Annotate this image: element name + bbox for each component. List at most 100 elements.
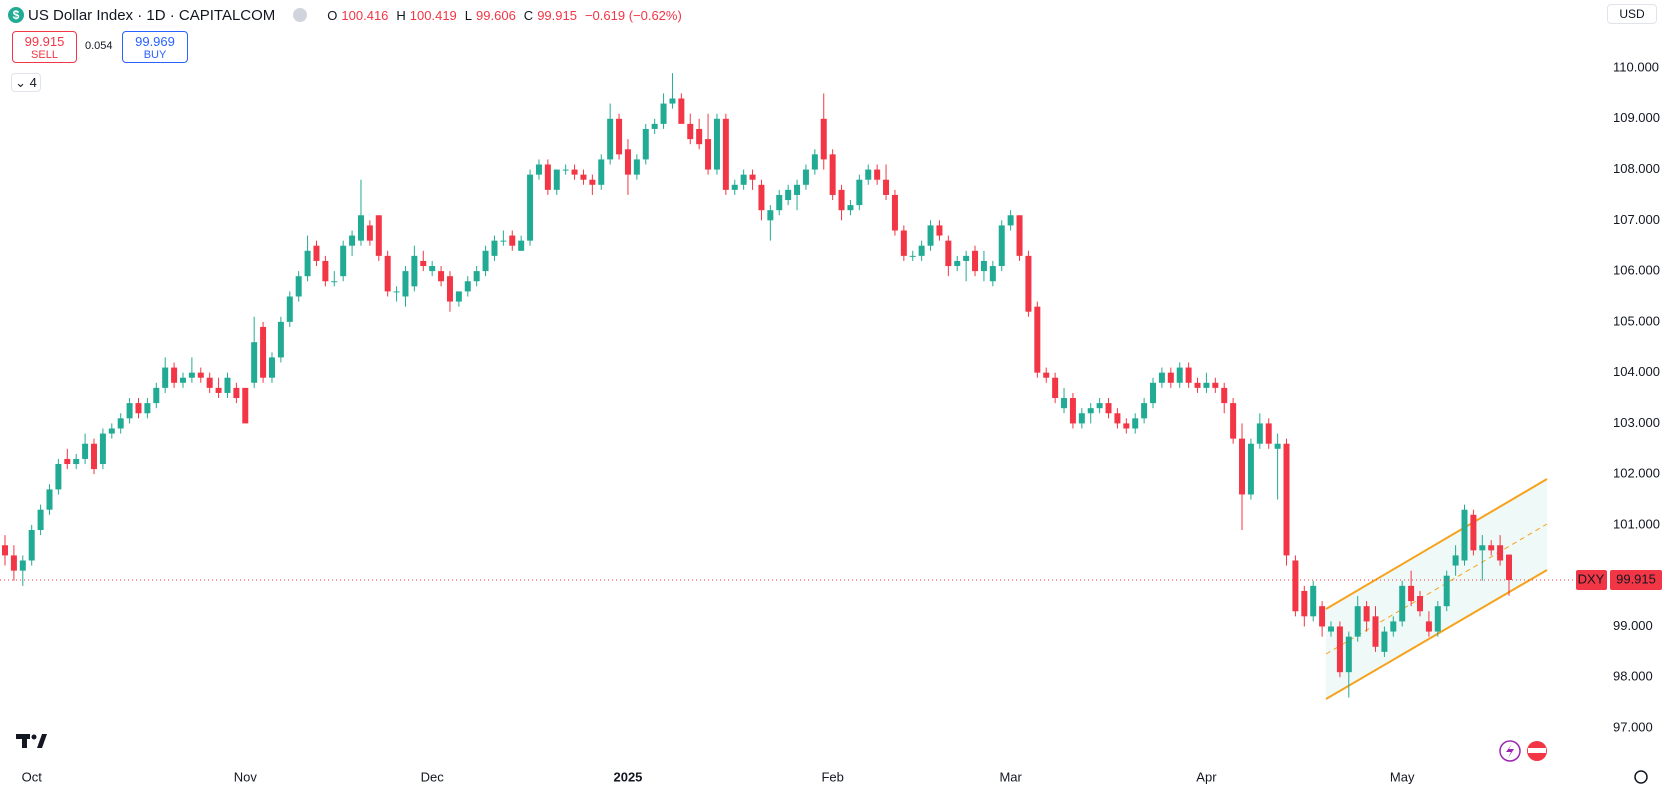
candle-body xyxy=(82,443,89,459)
candle-body xyxy=(1185,367,1192,383)
candle-body xyxy=(1221,387,1228,404)
candle-body xyxy=(891,194,898,231)
candle-body xyxy=(286,296,293,322)
currency-button[interactable]: USD xyxy=(1607,4,1657,24)
candle-body xyxy=(1141,403,1148,419)
candle-body xyxy=(705,139,712,170)
candle-body xyxy=(153,387,160,404)
x-tick-label: Nov xyxy=(234,769,258,784)
candle-body xyxy=(865,169,872,180)
candle-body xyxy=(1417,596,1424,612)
candle-body xyxy=(393,291,400,293)
candle-body xyxy=(162,367,169,388)
candle-body xyxy=(171,367,178,383)
candle-body xyxy=(402,271,409,297)
collapse-button[interactable] xyxy=(293,8,308,22)
candle-body xyxy=(1096,403,1103,409)
candle-body xyxy=(713,118,720,170)
candle-body xyxy=(633,159,640,175)
candle-body xyxy=(740,174,747,185)
candle-body xyxy=(260,326,267,378)
candle-body xyxy=(794,184,801,195)
candle-body xyxy=(1123,423,1130,429)
candle-body xyxy=(954,260,961,267)
candle-body xyxy=(55,464,62,490)
candle-body xyxy=(224,377,231,393)
candle-body xyxy=(936,225,943,236)
candle-body xyxy=(1452,555,1459,566)
candle-body xyxy=(242,387,249,424)
candle-body xyxy=(883,179,890,195)
candle-body xyxy=(313,245,320,261)
candle-body xyxy=(215,387,222,393)
candle-body xyxy=(1167,372,1174,383)
candle-body xyxy=(1247,443,1254,495)
x-tick-label: Feb xyxy=(821,769,843,784)
candle-body xyxy=(669,98,676,104)
sell-label: SELL xyxy=(31,49,58,61)
candle-body xyxy=(1470,514,1477,551)
candle-body xyxy=(251,342,258,383)
candle-body xyxy=(731,184,738,190)
x-tick-label: Dec xyxy=(421,769,445,784)
channel-mid xyxy=(1325,523,1548,655)
channel-lower xyxy=(1325,569,1548,700)
sell-button[interactable]: 99.915 SELL xyxy=(12,31,77,63)
candle-body xyxy=(696,128,703,145)
candle-body xyxy=(1114,413,1121,424)
candle-body xyxy=(1043,372,1050,378)
candle-body xyxy=(144,403,151,414)
candle-body xyxy=(980,260,987,272)
candle-body xyxy=(1274,443,1281,449)
candle-body xyxy=(1025,255,1032,312)
candle-body xyxy=(1345,636,1352,673)
candle-body xyxy=(642,128,649,160)
y-tick-label: 101.000 xyxy=(1613,516,1660,531)
candle-body xyxy=(455,291,462,302)
candle-body xyxy=(624,149,631,175)
candle-body xyxy=(64,458,71,465)
candle-body xyxy=(1443,575,1450,607)
candle-body xyxy=(527,174,534,241)
candle-body xyxy=(1488,545,1495,551)
candle-body xyxy=(580,174,587,180)
candle-body xyxy=(811,154,818,170)
candle-body xyxy=(1328,626,1335,632)
y-tick-label: 110.000 xyxy=(1613,59,1659,74)
candle-body xyxy=(37,509,44,531)
high-label: H xyxy=(396,7,406,23)
candle-body xyxy=(785,189,792,201)
y-tick-label: 103.000 xyxy=(1613,415,1660,430)
y-tick-label: 107.000 xyxy=(1613,212,1660,227)
candle-body xyxy=(1078,413,1085,424)
settings-icon[interactable] xyxy=(1634,770,1648,784)
candle-body xyxy=(838,189,845,211)
candle-body xyxy=(1007,215,1014,226)
candle-body xyxy=(304,250,311,277)
candle-body xyxy=(1265,423,1272,444)
candle-body xyxy=(482,250,489,272)
flash-icon[interactable] xyxy=(1499,740,1521,762)
indicators-toggle[interactable]: ⌄ 4 xyxy=(11,73,41,92)
candle-body xyxy=(972,250,979,272)
x-tick-label: Oct xyxy=(22,769,43,784)
spread: 0.054 xyxy=(85,40,113,52)
candle-body xyxy=(1069,398,1076,424)
candle-body xyxy=(927,225,934,246)
candle-body xyxy=(722,118,729,190)
candle-body xyxy=(322,260,329,282)
candle-body xyxy=(651,123,658,129)
calendar-stripe xyxy=(1528,748,1546,753)
candle-body xyxy=(1497,545,1504,561)
y-tick-label: 109.000 xyxy=(1613,110,1660,125)
candle-body xyxy=(179,377,186,383)
candle-body xyxy=(491,240,498,256)
candle-body xyxy=(963,255,970,261)
last-price-label: 99.915 xyxy=(1616,571,1656,586)
candle-body xyxy=(1461,509,1468,561)
candle-body xyxy=(518,240,525,251)
chart-title: US Dollar Index · 1D · CAPITALCOM xyxy=(28,6,276,24)
buy-button[interactable]: 99.969 BUY xyxy=(122,31,188,63)
candle-body xyxy=(1212,382,1219,388)
